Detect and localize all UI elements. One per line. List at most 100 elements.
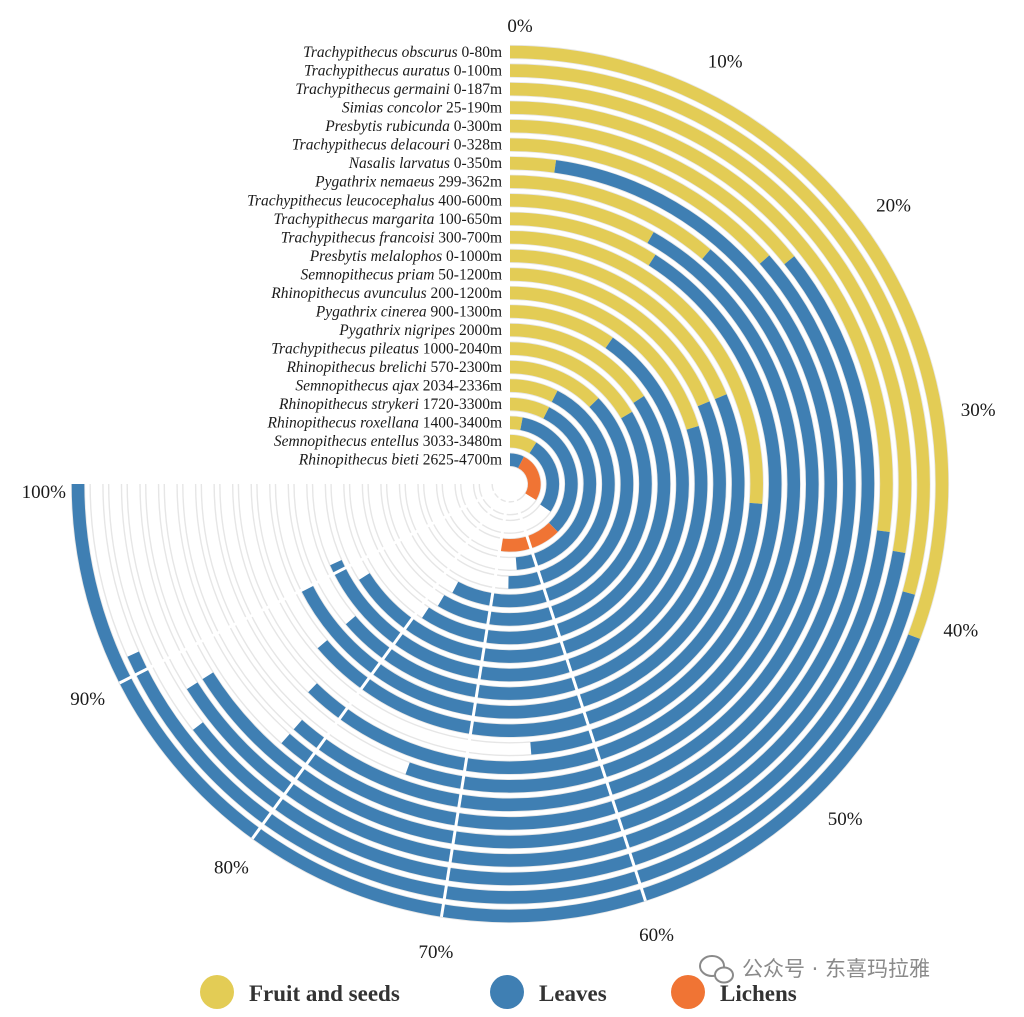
species-name: Pygathrix nigripes [338, 322, 455, 339]
legend-label-lichens: Lichens [720, 981, 797, 1006]
elevation-range: 0-187m [450, 81, 502, 98]
elevation-range: 0-100m [450, 63, 502, 80]
species-name: Trachypithecus obscurus [303, 44, 458, 61]
bar-leaves-trachypithecus-obscurus [71, 483, 921, 923]
watermark: 公众号 · 东喜玛拉雅 [699, 955, 930, 984]
row-label: Pygathrix cinerea 900-1300m [315, 304, 502, 321]
row-label: Simias concolor 25-190m [342, 100, 502, 117]
bar-leaves-rhinopithecus-bieti [509, 453, 524, 469]
bar-fruit-and-seeds-presbytis-melalophos [509, 249, 727, 400]
elevation-range: 25-190m [442, 100, 502, 117]
species-name: Rhinopithecus brelichi [285, 359, 426, 376]
species-name: Trachypithecus germaini [295, 81, 450, 98]
angle-tick-label: 70% [418, 942, 453, 963]
elevation-range: 570-2300m [427, 359, 502, 376]
row-label: Pygathrix nigripes 2000m [338, 322, 502, 339]
elevation-range: 100-650m [434, 211, 502, 228]
bar-fruit-and-seeds-semnopithecus-ajax [509, 379, 558, 403]
species-name: Presbytis rubicunda [324, 118, 450, 135]
species-name: Trachypithecus francoisi [281, 229, 435, 246]
elevation-range: 50-1200m [434, 266, 502, 283]
angle-tick-label: 10% [708, 52, 743, 73]
elevation-range: 900-1300m [427, 304, 502, 321]
species-name: Trachypithecus margarita [274, 211, 435, 228]
bar-leaves-rhinopithecus-strykeri [515, 407, 597, 570]
row-label: Trachypithecus delacouri 0-328m [292, 137, 502, 154]
species-name: Rhinopithecus avunculus [270, 285, 426, 302]
wechat-icon [699, 955, 734, 984]
bar-fruit-and-seeds-trachypithecus-francoisi [509, 231, 763, 504]
row-label: Trachypithecus auratus 0-100m [304, 63, 502, 80]
row-label: Rhinopithecus avunculus 200-1200m [270, 285, 502, 302]
bar-fruit-and-seeds-rhinopithecus-avunculus [509, 286, 699, 430]
grid-line [513, 497, 647, 902]
elevation-range: 2034-2336m [419, 378, 502, 395]
species-name: Rhinopithecus bieti [298, 452, 419, 469]
bar-leaves-pygathrix-nigripes [421, 395, 671, 645]
bar-fruit-and-seeds-nasalis-larvatus [509, 156, 557, 173]
bar-fruit-and-seeds-trachypithecus-obscurus [509, 45, 949, 639]
bar-leaves-trachypithecus-germaini [192, 550, 906, 886]
row-label: Pygathrix nemaeus 299-362m [314, 174, 502, 191]
bar-leaves-trachypithecus-auratus [127, 591, 915, 904]
bar-fruit-and-seeds-trachypithecus-delacouri [509, 138, 770, 264]
bar-fruit-and-seeds-rhinopithecus-strykeri [509, 397, 550, 419]
row-label: Rhinopithecus bieti 2625-4700m [298, 452, 502, 469]
bar-leaves-semnopithecus-priam [345, 401, 726, 700]
elevation-range: 200-1200m [427, 285, 502, 302]
row-label: Trachypithecus obscurus 0-80m [303, 44, 502, 61]
bar-leaves-pygathrix-cinerea [359, 337, 689, 663]
row-label: Trachypithecus germaini 0-187m [295, 81, 502, 98]
grid-line [439, 498, 510, 918]
bar-leaves-trachypithecus-leucocephalus [308, 232, 800, 774]
legend: Fruit and seeds Leaves Lichens [200, 975, 797, 1009]
species-name: Rhinopithecus strykeri [278, 396, 419, 413]
grid-line [251, 495, 503, 840]
legend-swatch-leaves [490, 975, 524, 1009]
elevation-range: 0-1000m [442, 248, 502, 265]
bar-fruit-and-seeds-trachypithecus-germaini [509, 82, 912, 553]
row-label-layer: Trachypithecus obscurus 0-80mTrachypithe… [247, 44, 502, 469]
row-label: Trachypithecus pileatus 1000-2040m [271, 341, 502, 358]
bar-fruit-and-seeds-pygathrix-nemaeus [509, 175, 711, 259]
species-name: Semnopithecus ajax [295, 378, 419, 395]
species-name: Trachypithecus pileatus [271, 341, 419, 358]
angle-tick-label: 80% [214, 858, 249, 879]
species-name: Trachypithecus delacouri [292, 137, 450, 154]
bar-fruit-and-seeds-presbytis-rubicunda [509, 119, 795, 265]
elevation-range: 299-362m [434, 174, 502, 191]
angle-tick-label: 30% [961, 400, 996, 421]
species-name: Pygathrix cinerea [315, 304, 427, 321]
angle-tick-label: 50% [828, 809, 863, 830]
elevation-range: 1400-3400m [419, 415, 502, 432]
row-label: Trachypithecus leucocephalus 400-600m [247, 192, 502, 209]
bar-fruit-and-seeds-semnopithecus-priam [509, 268, 710, 407]
elevation-range: 0-328m [450, 137, 502, 154]
row-label: Presbytis melalophos 0-1000m [309, 248, 502, 265]
elevation-range: 300-700m [434, 229, 502, 246]
species-name: Semnopithecus priam [301, 266, 435, 283]
elevation-range: 0-80m [458, 44, 502, 61]
bar-leaves-trachypithecus-delacouri [281, 255, 856, 830]
bar-fruit-and-seeds-trachypithecus-auratus [509, 64, 930, 595]
legend-label-leaves: Leaves [539, 981, 607, 1006]
species-name: Trachypithecus auratus [304, 63, 450, 80]
angle-tick-label: 100% [22, 482, 67, 503]
bar-leaves-rhinopithecus-brelichi [452, 398, 634, 608]
bar-fruit-and-seeds-trachypithecus-pileatus [509, 342, 633, 419]
grid-line [118, 489, 498, 685]
bar-leaves-rhinopithecus-avunculus [330, 425, 708, 682]
bar-layer [71, 45, 949, 923]
bar-leaves-pygathrix-nemaeus [405, 249, 819, 793]
elevation-range: 400-600m [434, 192, 502, 209]
elevation-range: 3033-3480m [419, 433, 502, 450]
bar-fruit-and-seeds-trachypithecus-margarita [509, 212, 656, 266]
row-label: Presbytis rubicunda 0-300m [324, 118, 502, 135]
elevation-range: 0-350m [450, 155, 502, 172]
angle-tick-label: 90% [70, 689, 105, 710]
bar-fruit-and-seeds-rhinopithecus-roxellana [509, 416, 523, 430]
species-name: Semnopithecus entellus [274, 433, 419, 450]
bar-fruit-and-seeds-pygathrix-cinerea [509, 305, 613, 349]
